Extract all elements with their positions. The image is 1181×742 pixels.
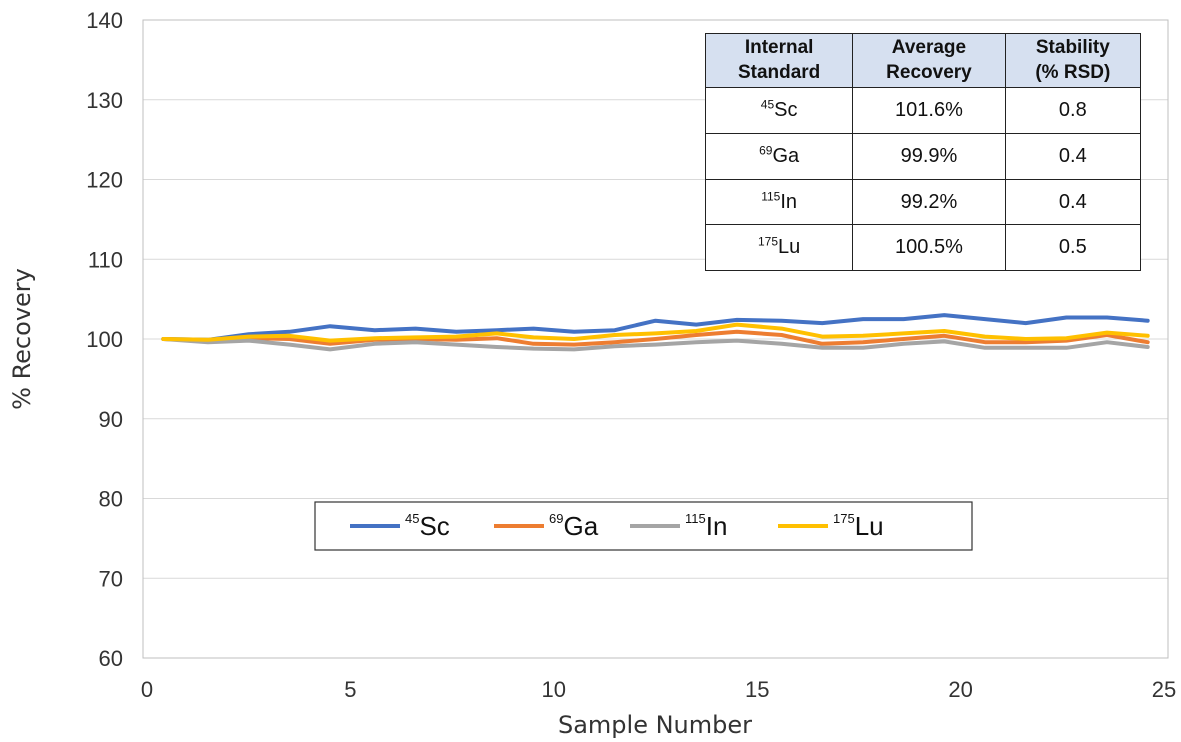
- header-line: Average: [891, 37, 967, 58]
- legend-item: 69Ga: [494, 511, 599, 541]
- table-row: 115In 99.2% 0.4: [704, 178, 1142, 226]
- legend-box: [314, 501, 973, 551]
- y-tick-label: 60: [99, 646, 123, 671]
- isotope-mass: 69: [759, 143, 773, 158]
- legend-label: 69Ga: [549, 511, 599, 541]
- x-tick-label: 20: [948, 677, 972, 702]
- element-symbol: Sc: [774, 99, 798, 122]
- legend-label: 45Sc: [405, 511, 450, 541]
- header-line: Stability: [1035, 37, 1110, 58]
- y-tick-labels: 60 70 80 90 100 110 120 130 140: [86, 8, 123, 671]
- y-tick-label: 90: [99, 407, 123, 432]
- y-tick-label: 140: [86, 8, 123, 33]
- internal-standard-table: Internal Standard Average Recovery Stabi…: [704, 32, 1142, 271]
- series-line-ga: [161, 329, 1150, 347]
- x-tick-labels: 0 5 10 15 20 25: [141, 677, 1176, 702]
- header-line: (% RSD): [1035, 61, 1111, 83]
- cell-rsd: 0.5: [1004, 224, 1142, 271]
- legend-label: 115In: [685, 511, 727, 541]
- legend-label: 175Lu: [833, 511, 884, 541]
- element-symbol: Ga: [772, 144, 800, 167]
- y-tick-label: 110: [88, 247, 123, 272]
- isotope-mass: 45: [760, 97, 775, 112]
- cell-standard: 175Lu: [704, 224, 854, 271]
- x-tick-label: 5: [344, 677, 356, 702]
- legend-item: 45Sc: [350, 511, 450, 541]
- table-row: 69Ga 99.9% 0.4: [704, 133, 1142, 180]
- header-internal-standard: Internal Standard: [704, 32, 854, 89]
- y-tick-label: 100: [86, 327, 123, 352]
- x-axis-title: Sample Number: [558, 711, 752, 739]
- cell-recovery: 99.9%: [852, 133, 1006, 180]
- element-symbol: Lu: [778, 236, 801, 259]
- plot-area: [142, 19, 1169, 659]
- header-line: Internal: [744, 37, 814, 58]
- series-lines: [161, 313, 1150, 352]
- y-tick-label: 70: [99, 566, 123, 591]
- x-tick-label: 25: [1152, 677, 1176, 702]
- cell-rsd: 0.4: [1004, 178, 1142, 226]
- header-line: Standard: [737, 61, 821, 83]
- table-row: 45Sc 101.6% 0.8: [704, 87, 1142, 135]
- table-row: 175Lu 100.5% 0.5: [704, 224, 1142, 271]
- y-tick-label: 130: [86, 88, 123, 113]
- x-tick-label: 15: [745, 677, 769, 702]
- element-symbol: In: [780, 190, 798, 213]
- legend-items: 45Sc 69Ga 115In 175Lu: [350, 511, 884, 541]
- isotope-mass: 115: [761, 188, 781, 203]
- cell-recovery: 100.5%: [852, 224, 1006, 271]
- cell-recovery: 99.2%: [852, 178, 1006, 226]
- legend-item: 175Lu: [778, 511, 884, 541]
- legend-item: 115In: [630, 511, 727, 541]
- header-line: Recovery: [886, 61, 972, 83]
- x-tick-label: 10: [542, 677, 566, 702]
- cell-standard: 69Ga: [704, 133, 854, 180]
- y-tick-label: 80: [99, 487, 123, 512]
- header-average-recovery: Average Recovery: [852, 32, 1006, 89]
- y-axis-title: % Recovery: [8, 268, 36, 410]
- cell-standard: 115In: [704, 178, 854, 226]
- cell-recovery: 101.6%: [852, 87, 1006, 135]
- cell-rsd: 0.8: [1004, 87, 1142, 135]
- cell-rsd: 0.4: [1004, 133, 1142, 180]
- cell-standard: 45Sc: [704, 87, 854, 135]
- isotope-mass: 175: [757, 234, 779, 249]
- series-line-sc: [161, 313, 1150, 342]
- series-line-in: [161, 337, 1150, 352]
- legend: 45Sc 69Ga 115In 175Lu: [314, 501, 973, 551]
- header-stability: Stability (% RSD): [1004, 32, 1142, 89]
- x-tick-label: 0: [141, 677, 153, 702]
- series-line-lu: [161, 322, 1150, 343]
- table-header-row: Internal Standard Average Recovery Stabi…: [704, 32, 1142, 89]
- y-tick-label: 120: [86, 168, 123, 193]
